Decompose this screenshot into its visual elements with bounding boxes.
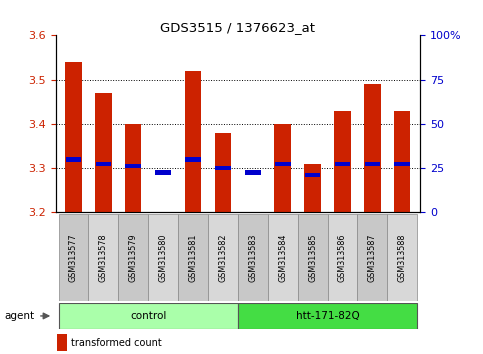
Text: GSM313586: GSM313586: [338, 233, 347, 282]
Text: agent: agent: [5, 311, 35, 321]
Bar: [96, 161, 111, 166]
Bar: [126, 164, 141, 168]
Bar: [304, 164, 321, 212]
Bar: [155, 212, 171, 332]
Bar: [238, 303, 417, 329]
Bar: [65, 62, 82, 212]
Bar: [58, 303, 238, 329]
Text: GSM313584: GSM313584: [278, 233, 287, 282]
Bar: [58, 214, 88, 301]
Bar: [327, 214, 357, 301]
Text: GSM313588: GSM313588: [398, 233, 407, 282]
Bar: [118, 214, 148, 301]
Bar: [268, 214, 298, 301]
Text: GSM313580: GSM313580: [158, 233, 168, 282]
Bar: [156, 170, 171, 175]
Bar: [275, 161, 290, 166]
Bar: [238, 214, 268, 301]
Text: GSM313578: GSM313578: [99, 233, 108, 282]
Bar: [215, 133, 231, 212]
Bar: [208, 214, 238, 301]
Text: GSM313581: GSM313581: [188, 233, 198, 282]
Bar: [57, 335, 67, 350]
Bar: [394, 110, 411, 212]
Bar: [244, 212, 261, 332]
Text: GSM313582: GSM313582: [218, 233, 227, 282]
Bar: [274, 124, 291, 212]
Title: GDS3515 / 1376623_at: GDS3515 / 1376623_at: [160, 21, 315, 34]
Text: GSM313583: GSM313583: [248, 233, 257, 282]
Bar: [88, 214, 118, 301]
Bar: [357, 214, 387, 301]
Bar: [245, 170, 261, 175]
Bar: [185, 71, 201, 212]
Text: control: control: [130, 311, 166, 321]
Bar: [125, 124, 142, 212]
Bar: [334, 110, 351, 212]
Text: htt-171-82Q: htt-171-82Q: [296, 311, 359, 321]
Bar: [335, 161, 350, 166]
Text: transformed count: transformed count: [71, 337, 162, 348]
Bar: [95, 93, 112, 212]
Bar: [66, 157, 81, 161]
Bar: [395, 161, 410, 166]
Bar: [148, 214, 178, 301]
Bar: [215, 166, 231, 170]
Bar: [185, 157, 201, 161]
Text: GSM313585: GSM313585: [308, 233, 317, 282]
Bar: [364, 84, 381, 212]
Text: GSM313577: GSM313577: [69, 233, 78, 282]
Text: GSM313587: GSM313587: [368, 233, 377, 282]
Bar: [305, 172, 320, 177]
Bar: [298, 214, 327, 301]
Text: GSM313579: GSM313579: [129, 233, 138, 282]
Bar: [365, 161, 380, 166]
Bar: [387, 214, 417, 301]
Bar: [178, 214, 208, 301]
